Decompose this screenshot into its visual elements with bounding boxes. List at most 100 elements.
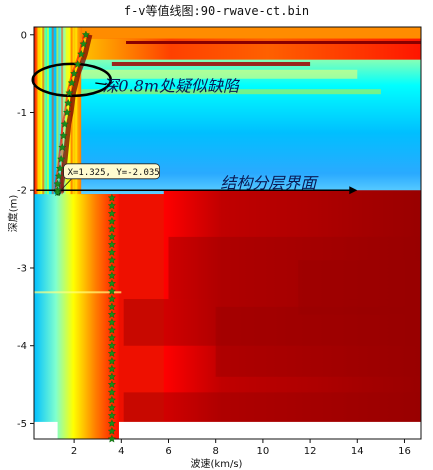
heat-step	[123, 299, 421, 346]
star-marker	[53, 179, 62, 188]
star-marker	[107, 201, 116, 210]
star-marker	[107, 248, 116, 256]
star-marker	[70, 69, 79, 78]
heat-lower-transition	[118, 194, 169, 439]
heat-stripe	[46, 27, 49, 214]
y-tick-label: -4	[17, 341, 27, 352]
heat-step	[298, 260, 421, 315]
heat-stripe	[37, 27, 40, 214]
star-marker	[107, 193, 116, 202]
heat-ridge	[59, 34, 93, 193]
x-tick-label: 12	[304, 446, 317, 457]
star-marker	[57, 154, 66, 163]
star-marker	[107, 356, 116, 365]
axes: 2 4 6 8 10 12 14 16 0 -1 -2 -3 -4 -5	[17, 30, 411, 457]
heatmap-field	[34, 27, 421, 439]
star-marker	[107, 325, 116, 334]
heat-top-strip	[81, 27, 421, 39]
heat-step	[123, 392, 421, 424]
y-tick-label: -2	[17, 186, 27, 197]
x-tick-label: 2	[71, 446, 77, 457]
star-marker	[107, 224, 116, 233]
star-marker	[67, 78, 76, 87]
heat-streak	[81, 69, 358, 79]
heat-stripe	[61, 27, 64, 214]
heat-streak	[126, 40, 421, 44]
data-tip-text: X=1.325, Y=-2.035	[68, 168, 160, 178]
star-marker	[107, 286, 116, 295]
plot-frame	[33, 26, 422, 440]
star-marker	[81, 30, 90, 39]
star-marker	[107, 310, 116, 319]
heat-ridge	[54, 34, 85, 193]
star-marker	[107, 349, 116, 358]
layer-annotation: 结构分层界面	[220, 173, 319, 192]
star-marker	[107, 333, 116, 342]
data-tip-box	[63, 163, 160, 180]
star-marker	[107, 294, 116, 303]
star-marker	[58, 143, 67, 152]
heat-step	[215, 306, 421, 377]
star-marker	[107, 372, 116, 381]
heat-streak	[81, 89, 381, 95]
star-marker	[64, 98, 73, 107]
y-tick-label: 0	[21, 30, 27, 41]
heat-contour	[34, 291, 122, 294]
star-marker	[73, 59, 82, 68]
star-marker	[107, 380, 116, 389]
star-marker	[107, 232, 116, 241]
y-tick-label: -5	[17, 419, 27, 430]
star-marker	[60, 119, 69, 128]
star-marker	[107, 263, 116, 272]
star-marker	[107, 240, 116, 249]
star-marker	[107, 403, 116, 412]
star-marker	[107, 271, 116, 280]
boundary-arrow-head	[349, 186, 358, 195]
defect-annotation: 深0.8m处疑似缺陷	[102, 76, 241, 95]
heat-blank	[118, 421, 421, 439]
heat-step	[168, 236, 421, 300]
x-tick-label: 8	[213, 446, 219, 457]
defect-pointer	[95, 82, 107, 86]
star-marker	[107, 434, 116, 443]
x-tick-label: 4	[118, 446, 124, 457]
heat-stripe	[42, 27, 45, 214]
heat-lower-left	[34, 194, 122, 439]
heat-stripe	[51, 27, 54, 214]
x-tick-label: 10	[257, 446, 270, 457]
star-marker	[107, 411, 116, 420]
star-marker	[53, 188, 62, 197]
star-marker	[107, 395, 116, 404]
star-marker	[79, 39, 88, 48]
star-marker	[107, 426, 116, 435]
data-tip-pointer	[57, 178, 72, 194]
star-marker	[107, 419, 116, 427]
star-marker	[62, 108, 72, 117]
star-marker	[107, 388, 116, 396]
x-tick-label: 16	[398, 446, 411, 457]
markers	[53, 30, 116, 443]
star-marker	[55, 164, 65, 173]
star-marker	[107, 255, 116, 264]
heat-stripe	[65, 27, 68, 214]
star-marker	[107, 341, 116, 350]
heat-stripe	[56, 27, 59, 214]
heat-lower-field	[163, 190, 421, 439]
star-marker	[107, 209, 116, 218]
heat-stripe	[75, 27, 78, 214]
star-marker	[107, 364, 116, 373]
star-marker	[77, 49, 86, 58]
x-tick-label: 6	[165, 446, 171, 457]
star-marker	[107, 302, 116, 311]
star-marker	[59, 131, 68, 140]
y-tick-label: -1	[17, 108, 27, 119]
chart-title: f-v等值线图:90-rwave-ct.bin	[123, 4, 310, 18]
heat-blank	[34, 421, 58, 439]
x-tick-label: 14	[351, 446, 364, 457]
heat-streak	[111, 61, 311, 66]
star-marker	[65, 88, 74, 97]
star-marker	[54, 171, 63, 180]
star-marker	[107, 216, 116, 225]
